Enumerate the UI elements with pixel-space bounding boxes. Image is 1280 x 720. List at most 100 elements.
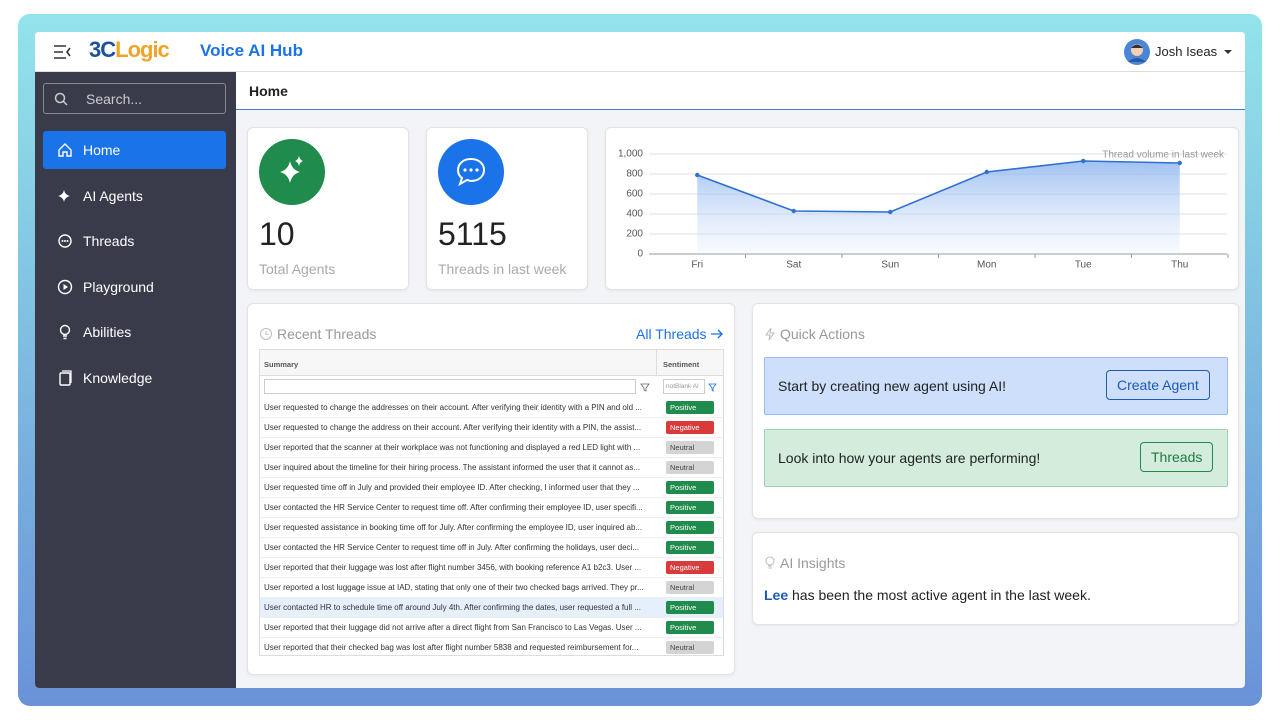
column-header[interactable]: Sentiment xyxy=(663,360,700,369)
column-header[interactable]: Summary xyxy=(264,360,299,369)
table-row[interactable]: User contacted the HR Service Center to … xyxy=(260,538,723,558)
nav-icon xyxy=(57,279,73,294)
threads-icon xyxy=(438,139,504,205)
nav-icon xyxy=(58,189,70,202)
nav-label: Knowledge xyxy=(83,369,153,386)
nav-item[interactable]: Threads xyxy=(43,222,226,260)
nav-item[interactable]: AI Agents xyxy=(43,177,226,215)
agents-icon xyxy=(259,139,325,205)
table-row[interactable]: User requested assistance in booking tim… xyxy=(260,518,723,538)
table-row[interactable]: User contacted the HR Service Center to … xyxy=(260,498,723,518)
filter-icon[interactable] xyxy=(708,382,718,392)
table-row[interactable]: User reported that their checked bag was… xyxy=(260,638,723,655)
search-box[interactable]: Search... xyxy=(43,83,226,114)
threads-button[interactable]: Threads xyxy=(1140,442,1214,472)
chart-card: 0 200 400 600 800 1,000 Fri Sat Sun Mon Tue Thu Thre… xyxy=(605,127,1239,290)
clock-icon xyxy=(260,328,272,340)
sentiment-badge: Neutral xyxy=(666,461,714,474)
table-row[interactable]: User requested to change the addresses o… xyxy=(260,398,723,418)
nav-item[interactable]: Knowledge xyxy=(43,359,226,397)
sentiment-badge: Negative xyxy=(666,421,714,434)
nav-label: Threads xyxy=(83,233,135,249)
insight-text: Lee has been the most active agent in th… xyxy=(764,587,1091,603)
table-row[interactable]: User contacted HR to schedule time off a… xyxy=(260,598,723,618)
point xyxy=(1177,160,1182,166)
y-tick-label: 400 xyxy=(626,209,643,220)
create-agent-button[interactable]: Create Agent xyxy=(1106,370,1210,400)
header: 3CLogic Voice AI Hub Josh Iseas xyxy=(35,32,1245,72)
section-title: Quick Actions xyxy=(764,326,865,342)
sentiment-badge: Positive xyxy=(666,501,714,514)
summary-cell: User requested assistance in booking tim… xyxy=(264,523,643,532)
search-icon xyxy=(54,92,68,106)
nav-item[interactable]: Abilities xyxy=(43,313,226,351)
arrow-icon xyxy=(711,329,724,339)
sentiment-badge: Neutral xyxy=(666,441,714,454)
stat-label: Total Agents xyxy=(259,261,336,277)
summary-cell: User requested to change the addresses o… xyxy=(264,403,642,412)
menu-icon[interactable] xyxy=(53,43,73,61)
summary-cell: User contacted HR to schedule time off a… xyxy=(264,603,641,612)
sentiment-badge: Negative xyxy=(666,561,714,574)
dropdown-caret[interactable] xyxy=(1223,48,1233,56)
summary-filter[interactable] xyxy=(264,379,636,394)
sentiment-badge: Positive xyxy=(666,521,714,534)
all-threads-link[interactable]: All Threads xyxy=(636,326,724,342)
x-tick-label: Fri xyxy=(691,260,703,271)
point xyxy=(984,169,989,175)
threads-table: Summary Sentiment notBlank Al User reque… xyxy=(259,349,724,656)
insights-card: AI Insights Lee has been the most active… xyxy=(752,532,1239,625)
x-tick-label: Sun xyxy=(881,260,899,271)
summary-cell: User reported that their luggage was los… xyxy=(264,563,642,572)
user-name[interactable]: Josh Iseas xyxy=(1155,44,1218,59)
point xyxy=(888,209,893,215)
filter-icon[interactable] xyxy=(640,382,650,392)
y-tick-label: 600 xyxy=(626,189,643,200)
sentiment-filter[interactable]: notBlank Al xyxy=(663,379,705,394)
table-row[interactable]: User reported that their luggage was los… xyxy=(260,558,723,578)
y-tick-label: 0 xyxy=(637,249,643,260)
x-tick-label: Thu xyxy=(1171,260,1188,271)
nav-item[interactable]: Playground xyxy=(43,268,226,306)
table-row[interactable]: User reported a lost luggage issue at IA… xyxy=(260,578,723,598)
table-header: Summary Sentiment xyxy=(260,350,723,376)
action-box: Start by creating new agent using AI! Cr… xyxy=(764,357,1228,415)
agent-name: Lee xyxy=(764,587,789,603)
avatar[interactable] xyxy=(1123,38,1151,66)
bolt-icon xyxy=(765,327,775,341)
nav-label: Abilities xyxy=(83,324,132,340)
bulb-icon xyxy=(765,556,775,569)
sentiment-badge: Positive xyxy=(666,621,714,634)
sentiment-badge: Positive xyxy=(666,481,714,494)
table-row[interactable]: User reported that the scanner at their … xyxy=(260,438,723,458)
summary-cell: User reported that the scanner at their … xyxy=(264,443,641,452)
nav-item[interactable]: Home xyxy=(43,131,226,169)
section-title-text: Quick Actions xyxy=(780,326,865,342)
nav-icon xyxy=(59,369,72,386)
y-tick-label: 800 xyxy=(626,169,643,180)
sentiment-badge: Positive xyxy=(666,601,714,614)
stat-value: 5115 xyxy=(438,216,507,252)
section-title: Recent Threads xyxy=(259,326,376,342)
chart-title: Thread volume in last week xyxy=(1102,150,1225,161)
y-tick-label: 200 xyxy=(626,229,643,240)
table-row[interactable]: User reported that their luggage did not… xyxy=(260,618,723,638)
table-row[interactable]: User inquired about the timeline for the… xyxy=(260,458,723,478)
summary-cell: User requested to change the address on … xyxy=(264,423,642,432)
x-tick-label: Mon xyxy=(977,260,996,271)
chart: 0 200 400 600 800 1,000 Fri Sat Sun Mon Tue Thu Thre… xyxy=(618,149,1229,271)
recent-threads-card: Recent Threads All Threads Summary Senti… xyxy=(247,303,735,675)
app-title: Voice AI Hub xyxy=(200,41,303,60)
nav-label: AI Agents xyxy=(83,187,143,204)
action-box: Look into how your agents are performing… xyxy=(764,429,1228,487)
brand-prefix: 3C xyxy=(89,37,116,62)
page-title: Home xyxy=(249,83,288,99)
brand-logo[interactable]: 3CLogic xyxy=(89,37,170,63)
sentiment-badge: Positive xyxy=(666,401,714,414)
table-row[interactable]: User requested to change the address on … xyxy=(260,418,723,438)
stat-card: 10 Total Agents xyxy=(247,127,409,290)
sidebar: Search... Home AI Agents Threads Playground… xyxy=(35,72,236,688)
x-tick-label: Sat xyxy=(786,260,801,271)
table-row[interactable]: User requested time off in July and prov… xyxy=(260,478,723,498)
